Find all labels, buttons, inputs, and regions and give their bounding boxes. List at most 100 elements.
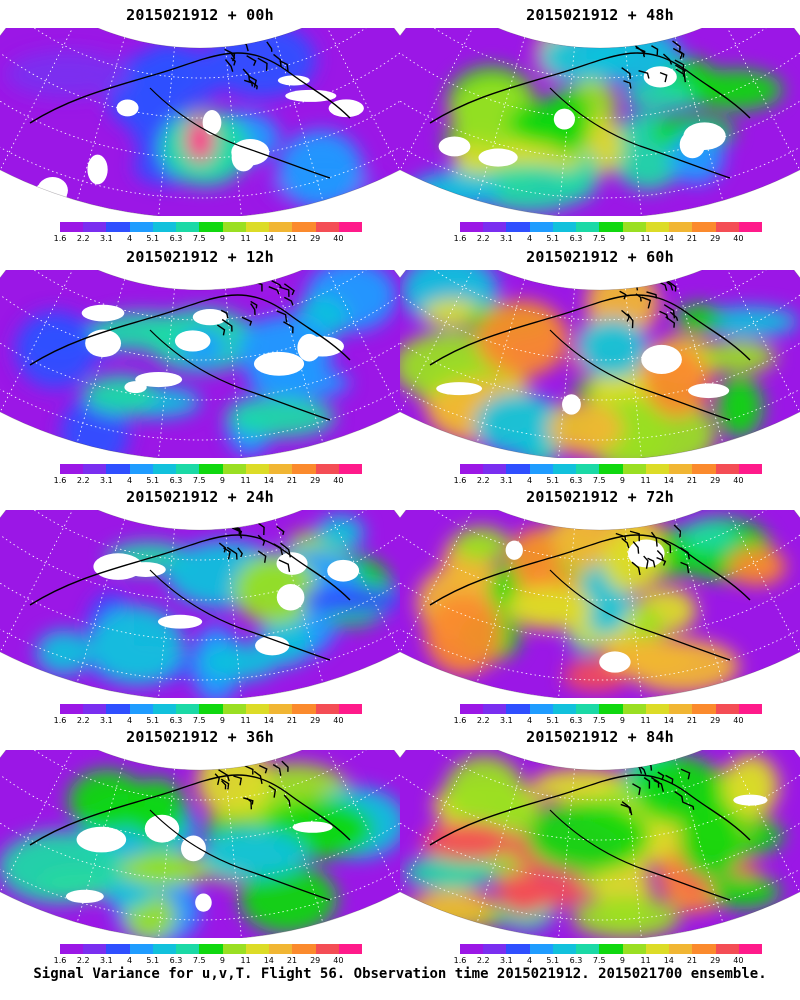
colorbar-swatch (692, 222, 716, 232)
colorbar-tick-label: 3.1 (100, 956, 113, 965)
colorbar-tick-label: 11 (240, 234, 251, 243)
colorbar-swatch (83, 704, 107, 714)
colorbar-swatch (245, 222, 270, 232)
colorbar-swatch (738, 704, 763, 714)
colorbar-swatch (599, 464, 623, 474)
colorbar-swatch (576, 704, 600, 714)
forecast-panel: 2015021912 + 60h 1.6 2.2 3.1 4 5.1 6.3 7.5 9 11 14… (400, 242, 800, 488)
colorbar-tick-label: 6.3 (569, 716, 583, 725)
panel-title: 2015021912 + 48h (526, 6, 674, 24)
colorbar-swatch (552, 704, 577, 714)
colorbar-swatch (460, 704, 484, 714)
colorbar-tick-label: 4 (527, 234, 533, 243)
colorbar-tick-label: 29 (310, 716, 321, 725)
colorbar-tick-label: 21 (286, 956, 298, 965)
colorbar-tick-label: 29 (710, 234, 721, 243)
colorbar-swatch (645, 704, 670, 714)
colorbar (60, 944, 363, 954)
variance-map (0, 28, 400, 216)
colorbar-ticks: 1.6 2.2 3.1 4 5.1 6.3 7.5 9 11 14 21 29 40 (52, 956, 352, 966)
colorbar-swatch (529, 222, 553, 232)
colorbar-swatch (692, 944, 716, 954)
colorbar-tick-label: 9 (219, 234, 225, 243)
colorbar-swatch (106, 464, 130, 474)
colorbar-swatch (292, 222, 316, 232)
variance-map (400, 270, 800, 458)
variance-map (400, 28, 800, 216)
variance-map (400, 750, 800, 938)
colorbar-swatch (222, 464, 246, 474)
colorbar-swatch (483, 222, 507, 232)
colorbar-tick-label: 2.2 (476, 476, 490, 485)
colorbar-tick-label: 2.2 (476, 716, 490, 725)
colorbar-swatch (669, 944, 693, 954)
colorbar-swatch (152, 464, 177, 474)
colorbar-tick-label: 7.5 (592, 716, 606, 725)
colorbar-swatch (460, 944, 484, 954)
colorbar-swatch (60, 464, 84, 474)
colorbar-swatch (669, 222, 693, 232)
colorbar-swatch (483, 464, 507, 474)
colorbar-tick-label: 11 (640, 956, 651, 965)
colorbar-tick-label: 14 (263, 234, 274, 243)
variance-map (400, 510, 800, 698)
colorbar-tick-label: 5.1 (546, 716, 560, 725)
colorbar-tick-label: 29 (310, 234, 321, 243)
colorbar-swatch (60, 944, 84, 954)
colorbar-swatch (529, 704, 553, 714)
colorbar-swatch (315, 464, 339, 474)
colorbar-swatch (460, 222, 484, 232)
colorbar-tick-label: 4 (127, 716, 133, 725)
colorbar-swatch (338, 464, 363, 474)
colorbar-tick-label: 3.1 (100, 476, 113, 485)
colorbar-swatch (460, 464, 484, 474)
colorbar-swatch (199, 704, 223, 714)
colorbar-ticks: 1.6 2.2 3.1 4 5.1 6.3 7.5 9 11 14 21 29 40 (52, 234, 352, 244)
colorbar-tick-label: 9 (619, 234, 625, 243)
colorbar-swatch (599, 222, 623, 232)
colorbar-tick-label: 1.6 (53, 716, 67, 725)
colorbar-tick-label: 11 (240, 476, 251, 485)
colorbar-swatch (152, 704, 177, 714)
colorbar-tick-label: 5.1 (146, 956, 160, 965)
colorbar-swatch (60, 222, 84, 232)
panel-title: 2015021912 + 36h (126, 728, 274, 746)
forecast-panel: 2015021912 + 48h 1.6 2.2 3.1 4 5.1 6.3 7.5 9 11 14… (400, 0, 800, 246)
colorbar-tick-label: 5.1 (546, 476, 560, 485)
colorbar-swatch (129, 944, 153, 954)
colorbar-tick-label: 2.2 (76, 716, 90, 725)
colorbar-tick-label: 6.3 (569, 476, 583, 485)
colorbar-swatch (715, 464, 739, 474)
colorbar-swatch (576, 944, 600, 954)
panel-title: 2015021912 + 72h (526, 488, 674, 506)
colorbar-tick-label: 4 (127, 956, 133, 965)
colorbar-tick-label: 29 (310, 476, 321, 485)
colorbar-tick-label: 40 (733, 956, 744, 965)
colorbar-swatch (552, 464, 577, 474)
colorbar-tick-label: 29 (310, 956, 321, 965)
colorbar-tick-label: 9 (219, 476, 225, 485)
colorbar-tick-label: 9 (219, 716, 225, 725)
colorbar-tick-label: 9 (619, 956, 625, 965)
colorbar-tick-label: 3.1 (100, 234, 113, 243)
colorbar-tick-label: 21 (686, 234, 698, 243)
colorbar-swatch (669, 464, 693, 474)
colorbar-swatch (622, 704, 646, 714)
colorbar-swatch (552, 222, 577, 232)
colorbar-swatch (245, 704, 270, 714)
colorbar-tick-label: 3.1 (500, 234, 513, 243)
colorbar-swatch (506, 704, 530, 714)
colorbar-swatch (176, 222, 200, 232)
colorbar-swatch (106, 944, 130, 954)
colorbar-swatch (269, 944, 293, 954)
colorbar-swatch (315, 944, 339, 954)
colorbar-tick-label: 7.5 (592, 476, 606, 485)
colorbar-tick-label: 3.1 (500, 476, 513, 485)
colorbar (460, 944, 763, 954)
colorbar-swatch (506, 944, 530, 954)
panel-title: 2015021912 + 24h (126, 488, 274, 506)
variance-map (0, 510, 400, 698)
colorbar-swatch (106, 704, 130, 714)
colorbar-swatch (176, 944, 200, 954)
colorbar-swatch (506, 464, 530, 474)
